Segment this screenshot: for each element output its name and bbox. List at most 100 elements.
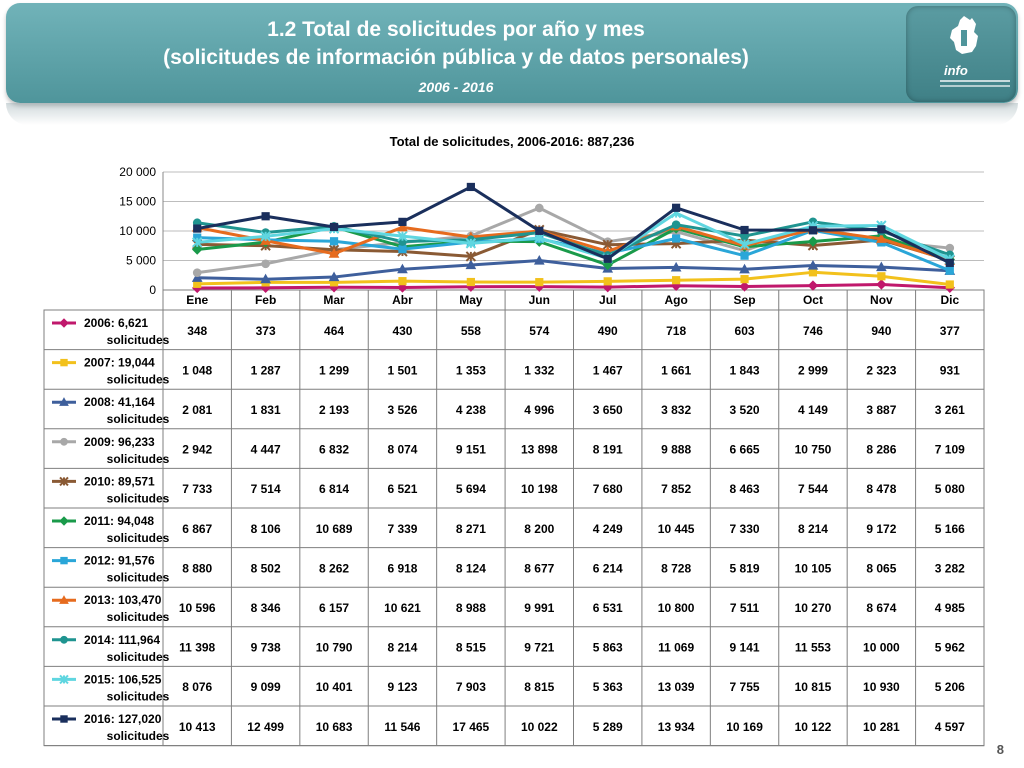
legend-entry: 2013: 103,470 <box>84 593 162 607</box>
x-tick-label: Ago <box>664 293 687 307</box>
legend-entry: 2014: 111,964 <box>84 633 160 647</box>
data-point <box>808 268 818 277</box>
x-tick-label: May <box>459 293 483 307</box>
table-cell-value: 2 081 <box>182 403 212 417</box>
legend-entry-suffix: solicitudes <box>107 689 170 703</box>
table-cell-value: 7 511 <box>730 601 760 615</box>
table-cell-value: 10 198 <box>521 482 558 496</box>
marker-square <box>740 225 749 235</box>
table-cell-value: 10 401 <box>316 680 353 694</box>
table-cell-value: 13 898 <box>521 443 558 457</box>
marker-triangle <box>739 263 750 274</box>
table-cell-value: 9 888 <box>661 443 691 457</box>
marker-circle <box>60 437 68 446</box>
marker-square <box>740 251 749 260</box>
table-cell-value: 11 398 <box>179 641 215 655</box>
data-point <box>671 220 681 230</box>
legend-key-marker <box>59 674 69 685</box>
table-cell-value: 1 843 <box>730 363 760 377</box>
marker-circle <box>60 635 68 644</box>
marker-triangle <box>59 397 69 406</box>
marker-square <box>398 245 407 254</box>
table-cell-value: 3 520 <box>730 403 760 417</box>
marker-triangle <box>59 595 69 604</box>
table-cell-value: 10 800 <box>658 601 695 615</box>
table-cell-value: 430 <box>392 324 412 338</box>
data-point <box>945 266 954 275</box>
data-point <box>876 233 887 243</box>
data-point <box>945 258 954 267</box>
marker-square <box>466 277 475 287</box>
table-cell-value: 11 546 <box>384 720 420 734</box>
legend-entry: 2012: 91,576 <box>84 554 155 568</box>
data-point <box>260 273 271 284</box>
table-cell-value: 574 <box>529 324 549 338</box>
logo-wordmark: info <box>944 63 968 78</box>
x-tick-label: Mar <box>323 293 345 307</box>
table-cell-value: 9 172 <box>866 522 896 536</box>
banner-shadow <box>6 103 1018 125</box>
table-cell-value: 6 531 <box>593 601 623 615</box>
line-chart-with-data-table: 0 5 000 10 000 15 000 20 000 Ene Feb Mar Abr May J… <box>43 165 985 747</box>
table-cell-value: 5 080 <box>935 482 965 496</box>
data-point <box>261 259 270 269</box>
table-cell-value: 10 105 <box>795 561 832 575</box>
table-cell-value: 6 918 <box>387 561 417 575</box>
marker-square <box>535 278 544 287</box>
marker-square <box>60 556 68 565</box>
data-point <box>466 182 475 192</box>
series-line <box>197 282 950 290</box>
logo-caption <box>940 80 1010 82</box>
marker-triangle <box>328 248 340 258</box>
series-line <box>197 259 950 281</box>
table-cell-value: 2 193 <box>319 403 349 417</box>
table-cell-value: 8 200 <box>524 522 554 536</box>
table-cell-value: 11 553 <box>795 641 831 655</box>
marker-square <box>60 715 68 723</box>
table-cell-value: 7 680 <box>593 482 623 496</box>
table-cell-value: 5 962 <box>935 641 965 655</box>
marker-square <box>740 275 749 284</box>
chart-area: 0 5 000 10 000 15 000 20 000 Ene Feb Mar Abr May J… <box>40 150 990 755</box>
table-cell-value: 5 863 <box>593 641 623 655</box>
table-cell-value: 9 991 <box>524 601 554 615</box>
table-cell-value: 10 000 <box>863 641 900 655</box>
table-cell-value: 4 238 <box>456 403 486 417</box>
legend-key-marker <box>60 358 68 367</box>
legend-key-marker <box>60 635 68 644</box>
marker-square <box>398 217 407 226</box>
data-point <box>465 238 477 249</box>
table-cell-value: 718 <box>666 324 686 338</box>
table-cell-value: 12 499 <box>247 720 284 734</box>
data-point <box>807 259 819 270</box>
table-cell-value: 2 942 <box>182 443 212 457</box>
table-cell-value: 3 261 <box>935 403 965 417</box>
table-cell-value: 6 832 <box>319 443 349 457</box>
legend-entry-suffix: solicitudes <box>107 531 170 545</box>
table-cell-value: 746 <box>803 324 823 338</box>
table-cell-value: 8 463 <box>730 482 760 496</box>
data-point <box>397 263 408 274</box>
marker-square <box>945 266 954 275</box>
table-cell-value: 9 141 <box>730 641 760 655</box>
table-cell-value: 10 930 <box>863 680 900 694</box>
table-cell-value: 8 074 <box>387 443 417 457</box>
x-tick-label: Jun <box>529 293 550 307</box>
marker-square <box>672 234 681 243</box>
table-cell-value: 1 048 <box>182 363 212 377</box>
data-point <box>465 259 477 270</box>
marker-square <box>603 277 612 286</box>
data-point <box>672 276 681 285</box>
marker-triangle <box>533 254 545 265</box>
data-point <box>534 203 544 213</box>
table-cell-value: 5 166 <box>935 522 965 536</box>
table-cell-value: 1 661 <box>661 363 691 377</box>
data-point <box>740 275 749 284</box>
x-tick-label: Dic <box>940 293 959 307</box>
table-cell-value: 6 867 <box>182 522 212 536</box>
table-cell-value: 6 157 <box>319 601 349 615</box>
table-cell-value: 3 887 <box>866 403 896 417</box>
data-point <box>740 251 749 260</box>
data-point <box>603 254 612 263</box>
table-cell-value: 9 721 <box>524 641 554 655</box>
